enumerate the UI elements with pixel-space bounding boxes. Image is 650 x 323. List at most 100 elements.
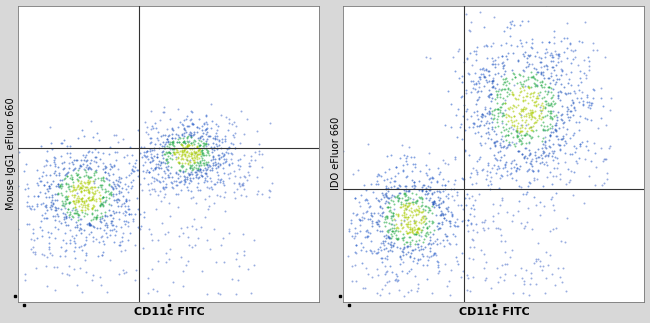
Point [523, 77, 534, 82]
Point [98, 194, 108, 200]
Point [574, 156, 584, 161]
Point [513, 148, 523, 153]
Point [398, 162, 409, 167]
Point [501, 146, 512, 151]
Point [412, 199, 423, 204]
Point [62, 151, 73, 156]
Point [550, 282, 560, 287]
Point [84, 222, 95, 227]
Point [556, 239, 566, 244]
Point [63, 182, 73, 187]
Point [487, 56, 497, 61]
Point [68, 214, 78, 220]
Point [554, 142, 564, 147]
Point [87, 185, 98, 190]
Point [406, 209, 417, 214]
Point [482, 172, 493, 177]
Point [528, 123, 539, 128]
Point [375, 212, 385, 217]
Point [394, 190, 404, 195]
Point [151, 154, 162, 159]
Point [566, 168, 577, 173]
Point [130, 211, 140, 216]
Point [499, 277, 510, 283]
Point [126, 186, 136, 191]
Point [187, 168, 197, 173]
Point [540, 94, 550, 99]
Point [164, 141, 175, 147]
Point [179, 126, 189, 131]
Point [13, 226, 23, 231]
Point [79, 166, 89, 172]
Point [532, 90, 543, 95]
Point [409, 218, 419, 223]
Point [548, 98, 558, 103]
Point [351, 278, 361, 283]
Point [168, 279, 178, 285]
Point [178, 130, 188, 135]
Point [194, 116, 204, 121]
Point [155, 141, 165, 147]
Point [90, 185, 100, 190]
Point [415, 169, 425, 174]
Point [493, 88, 504, 93]
Point [467, 125, 478, 130]
Point [167, 152, 177, 158]
Point [450, 224, 460, 229]
Point [385, 263, 395, 268]
Point [521, 118, 531, 123]
Point [540, 127, 550, 132]
Point [224, 175, 234, 180]
Point [79, 200, 89, 205]
Point [138, 152, 149, 158]
Point [72, 209, 83, 214]
Point [82, 180, 92, 185]
Point [349, 225, 359, 230]
Point [116, 175, 126, 180]
Point [515, 88, 526, 93]
Point [34, 190, 45, 195]
Point [487, 127, 497, 132]
Point [218, 165, 228, 171]
Point [541, 160, 551, 165]
Point [424, 198, 434, 203]
Point [98, 238, 109, 244]
Point [539, 124, 549, 129]
Point [480, 113, 491, 118]
Point [464, 174, 474, 180]
Point [540, 139, 551, 144]
Point [507, 89, 517, 94]
Point [528, 103, 539, 108]
Point [194, 143, 205, 148]
Point [410, 227, 420, 232]
Point [355, 222, 365, 227]
Point [470, 130, 480, 136]
Point [346, 278, 357, 283]
Point [101, 176, 112, 182]
Point [527, 45, 538, 50]
Point [525, 92, 536, 97]
Point [540, 50, 550, 56]
Point [548, 141, 558, 146]
Point [373, 182, 384, 187]
Point [497, 110, 508, 115]
Point [182, 134, 192, 139]
Point [404, 239, 415, 244]
Point [366, 249, 376, 254]
Point [381, 235, 391, 240]
Point [202, 151, 213, 156]
Point [403, 289, 413, 294]
Point [239, 131, 249, 136]
Point [538, 151, 548, 156]
Point [582, 99, 592, 105]
Point [574, 99, 584, 104]
Point [179, 118, 189, 123]
Point [393, 193, 403, 198]
Point [478, 68, 489, 73]
Point [378, 193, 388, 198]
Point [417, 197, 428, 202]
Point [422, 225, 432, 230]
Point [205, 175, 215, 181]
Point [376, 247, 387, 252]
Point [142, 149, 153, 154]
